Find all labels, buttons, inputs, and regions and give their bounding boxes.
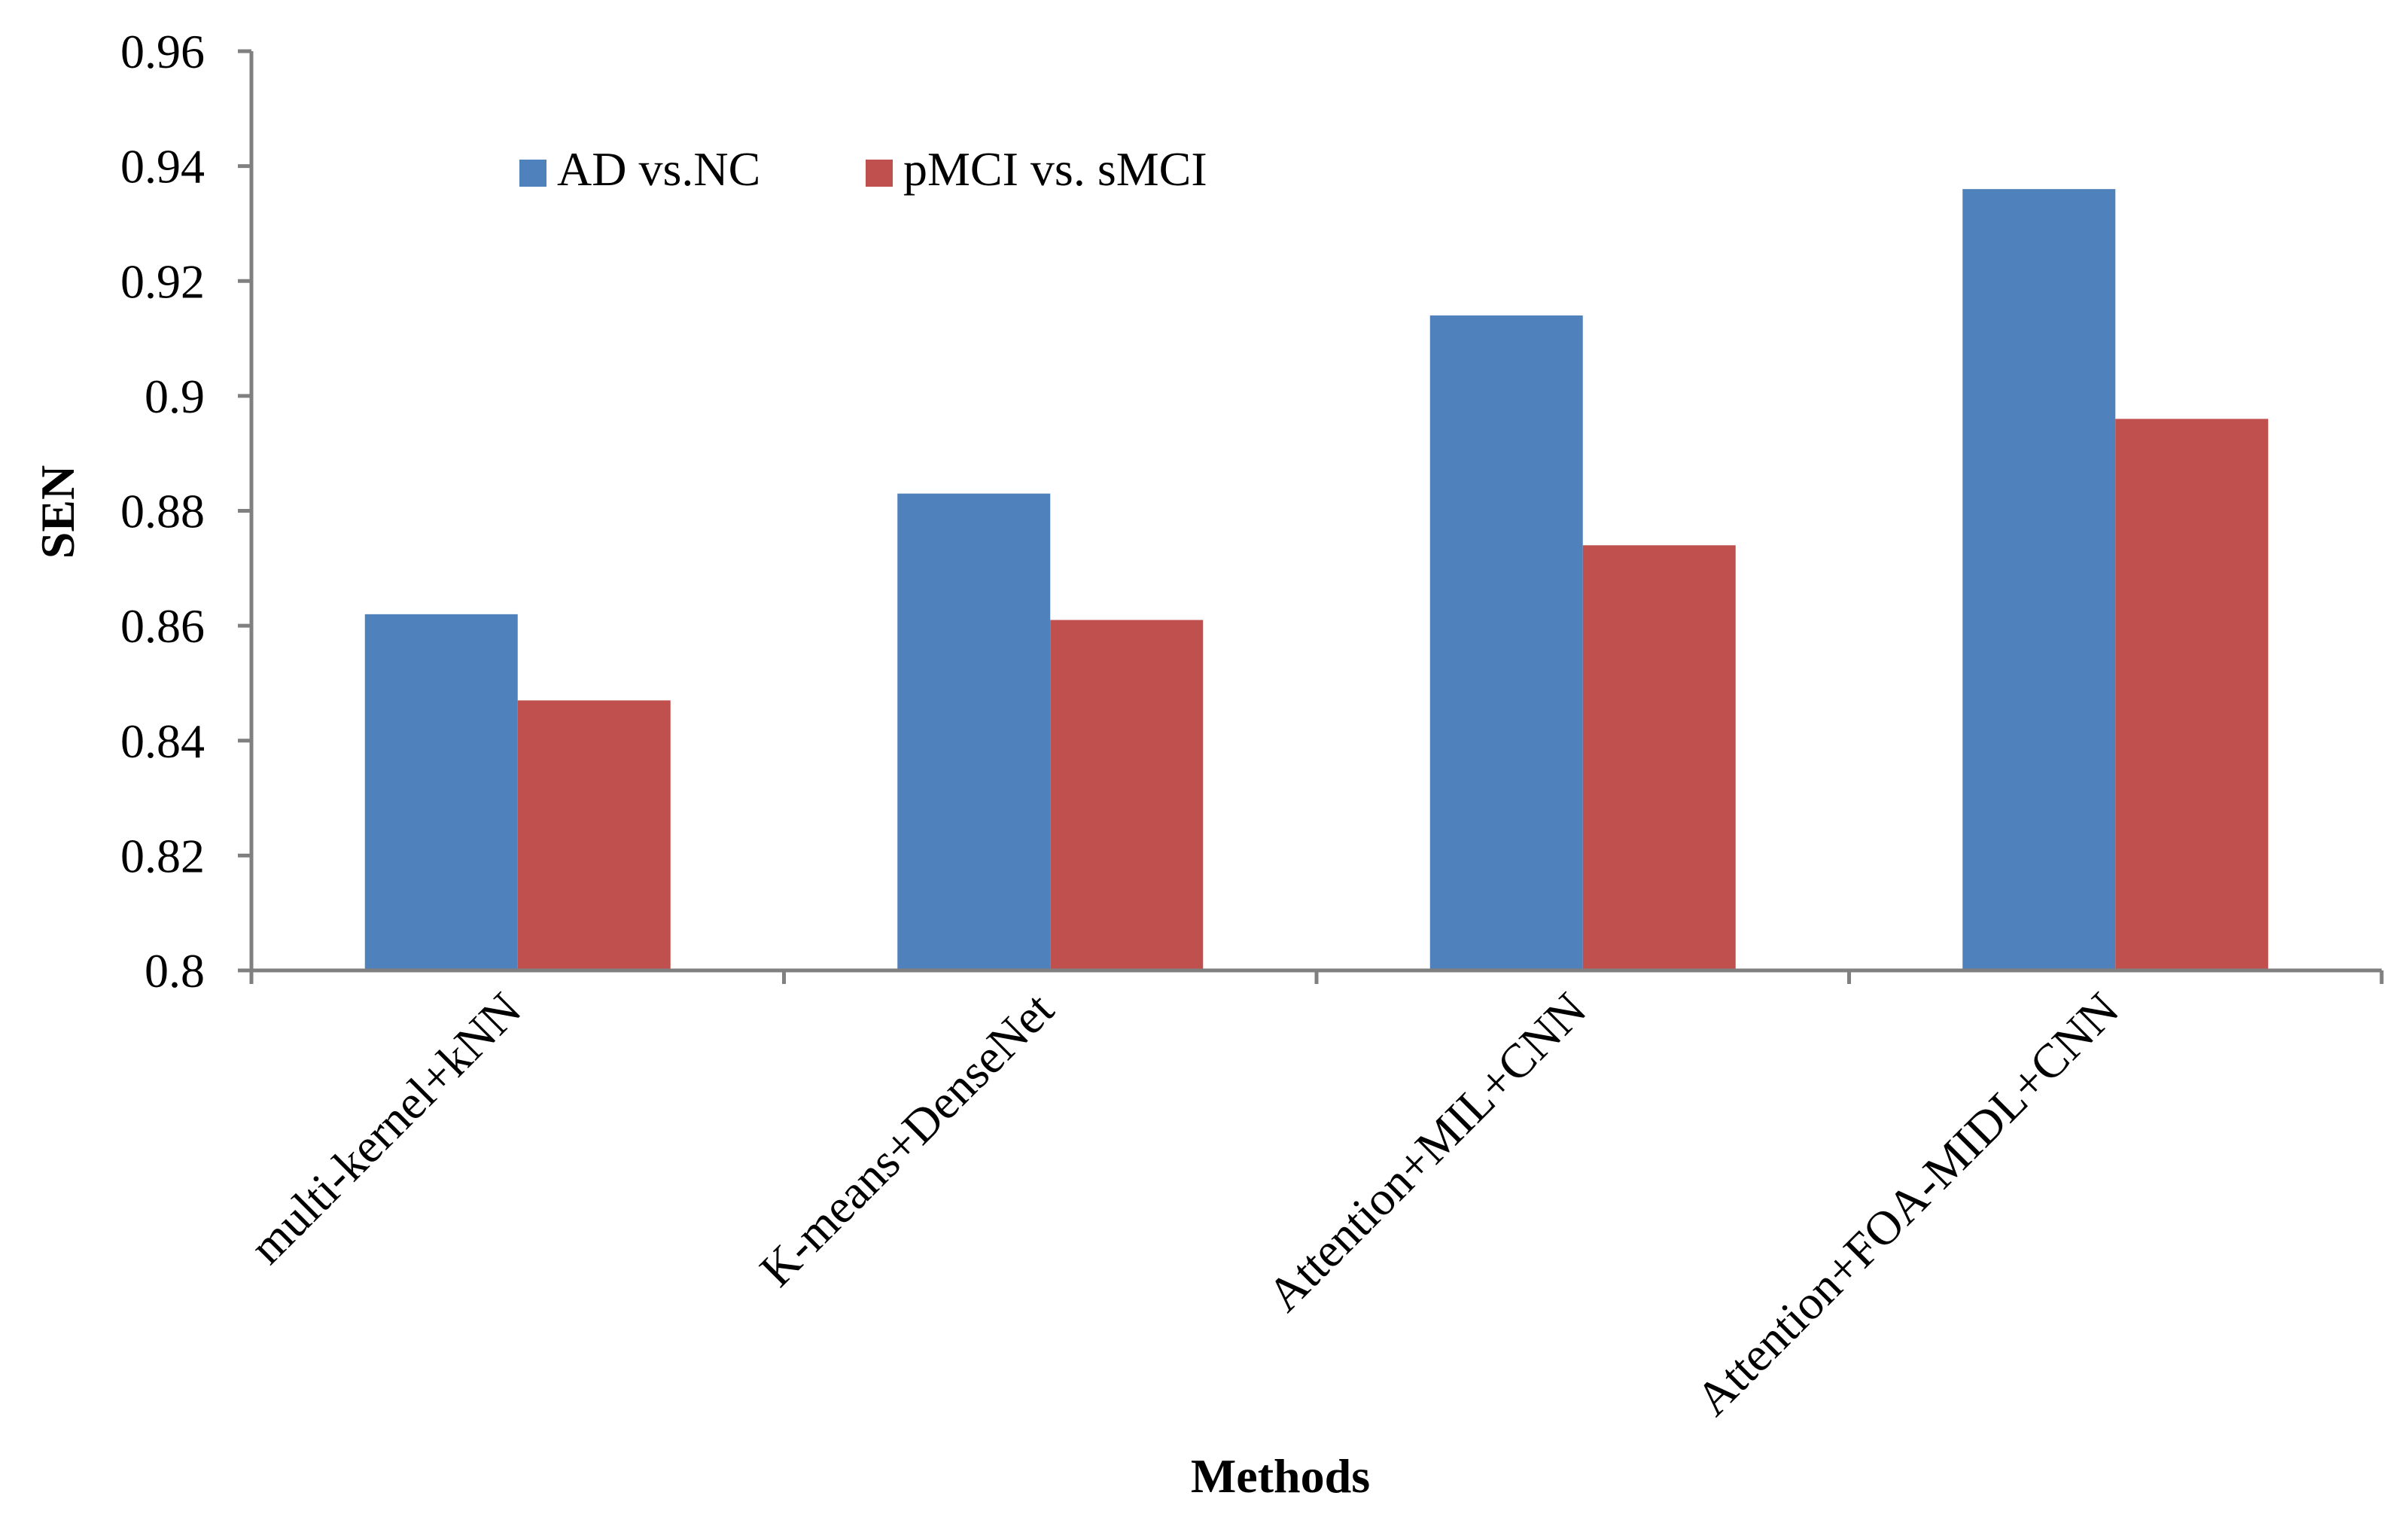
- x-category-label: Attention+MIL+CNN: [1257, 982, 1597, 1322]
- bar-ad-vs-nc: [897, 493, 1051, 970]
- x-ticks: multi-kernel+kNN K-means+DenseNet Attentio…: [239, 970, 2384, 1426]
- y-tick-label: 0.94: [120, 140, 205, 193]
- x-axis-title: Methods: [1191, 1449, 1370, 1503]
- y-axis-title: SEN: [31, 465, 84, 559]
- y-tick-label: 0.9: [145, 370, 205, 423]
- legend-swatch: [866, 160, 893, 187]
- legend-label: pMCI vs. sMCI: [903, 142, 1207, 196]
- y-tick-label: 0.8: [145, 944, 205, 998]
- bar-ad-vs-nc: [364, 614, 518, 970]
- bar-pmci-vs-smci: [517, 700, 671, 970]
- bar-pmci-vs-smci: [1050, 620, 1204, 970]
- legend: AD vs.NC pMCI vs. sMCI: [519, 142, 1207, 196]
- bars-layer: [364, 189, 2269, 971]
- y-ticks: 0.8 0.82 0.84 0.86 0.88 0.9 0.92 0.94 0.96: [120, 25, 251, 998]
- bar-pmci-vs-smci: [2115, 419, 2269, 970]
- bar-pmci-vs-smci: [1582, 545, 1736, 970]
- x-category-label: Attention+FOA-MIDL+CNN: [1685, 982, 2129, 1426]
- bar-ad-vs-nc: [1429, 315, 1583, 971]
- y-tick-label: 0.84: [120, 714, 205, 768]
- x-category-label: multi-kernel+kNN: [239, 982, 531, 1274]
- bar-ad-vs-nc: [1962, 189, 2116, 970]
- y-tick-label: 0.96: [120, 25, 205, 78]
- y-tick-label: 0.82: [120, 829, 205, 882]
- y-tick-label: 0.88: [120, 485, 205, 538]
- y-tick-label: 0.92: [120, 254, 205, 308]
- legend-swatch: [519, 160, 546, 187]
- y-tick-label: 0.86: [120, 599, 205, 653]
- x-category-label: K-means+DenseNet: [750, 982, 1064, 1297]
- legend-label: AD vs.NC: [557, 142, 760, 196]
